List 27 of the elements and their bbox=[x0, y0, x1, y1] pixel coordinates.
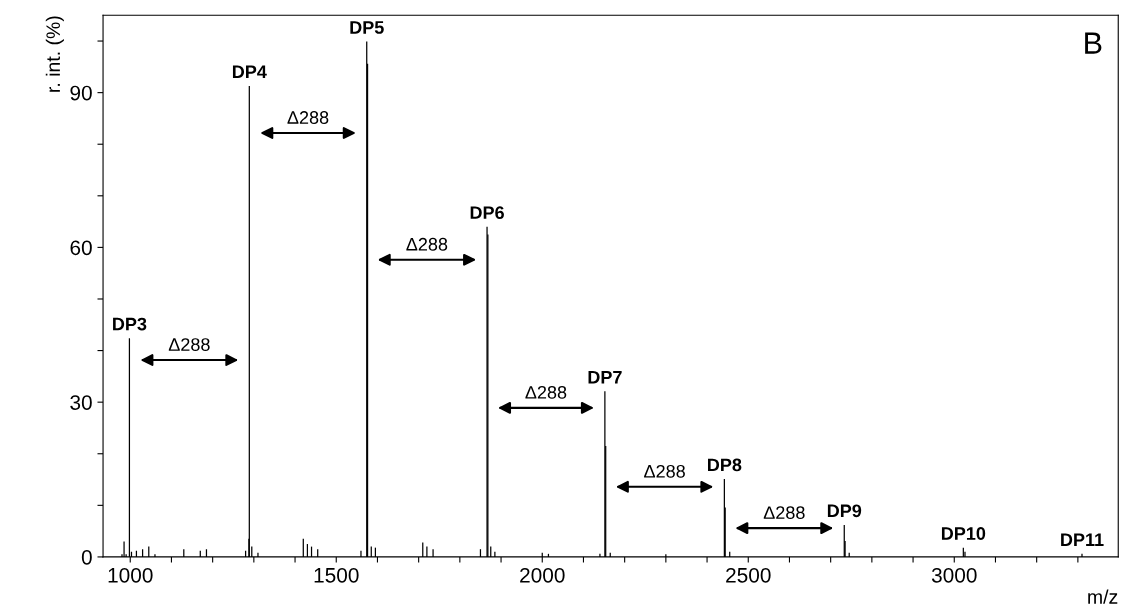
y-tick-label: 0 bbox=[81, 549, 92, 565]
annotation: DP5 bbox=[350, 21, 384, 34]
x-tick-label: 1500 bbox=[314, 567, 359, 583]
x-tick-label: 2000 bbox=[520, 567, 565, 583]
annotation: DP10 bbox=[941, 527, 986, 540]
annotation: Δ288 bbox=[168, 338, 210, 351]
annotation: Δ288 bbox=[525, 385, 567, 399]
y-axis-title: r. int. (%) bbox=[45, 16, 64, 92]
annotation: DP6 bbox=[470, 206, 504, 220]
x-tick-label: 3000 bbox=[931, 567, 977, 583]
x-axis-title: m/z bbox=[1088, 589, 1118, 604]
annotation: DP8 bbox=[708, 458, 742, 472]
x-tick-label: 1000 bbox=[108, 567, 153, 583]
annotation: Δ288 bbox=[287, 111, 329, 124]
annotation: B bbox=[1085, 32, 1102, 54]
annotation: Δ288 bbox=[644, 464, 685, 478]
x-tick-label: 2500 bbox=[726, 567, 771, 583]
annotation: DP7 bbox=[588, 371, 622, 384]
annotation: DP3 bbox=[113, 317, 147, 331]
annotation: DP11 bbox=[1061, 533, 1104, 546]
y-tick-label: 30 bbox=[70, 395, 92, 410]
annotation: DP4 bbox=[232, 65, 267, 79]
y-tick-label: 90 bbox=[70, 85, 92, 101]
annotation: DP9 bbox=[827, 504, 862, 518]
annotation: Δ288 bbox=[763, 506, 805, 520]
y-tick-label: 60 bbox=[70, 240, 92, 256]
annotation: Δ288 bbox=[406, 237, 448, 251]
